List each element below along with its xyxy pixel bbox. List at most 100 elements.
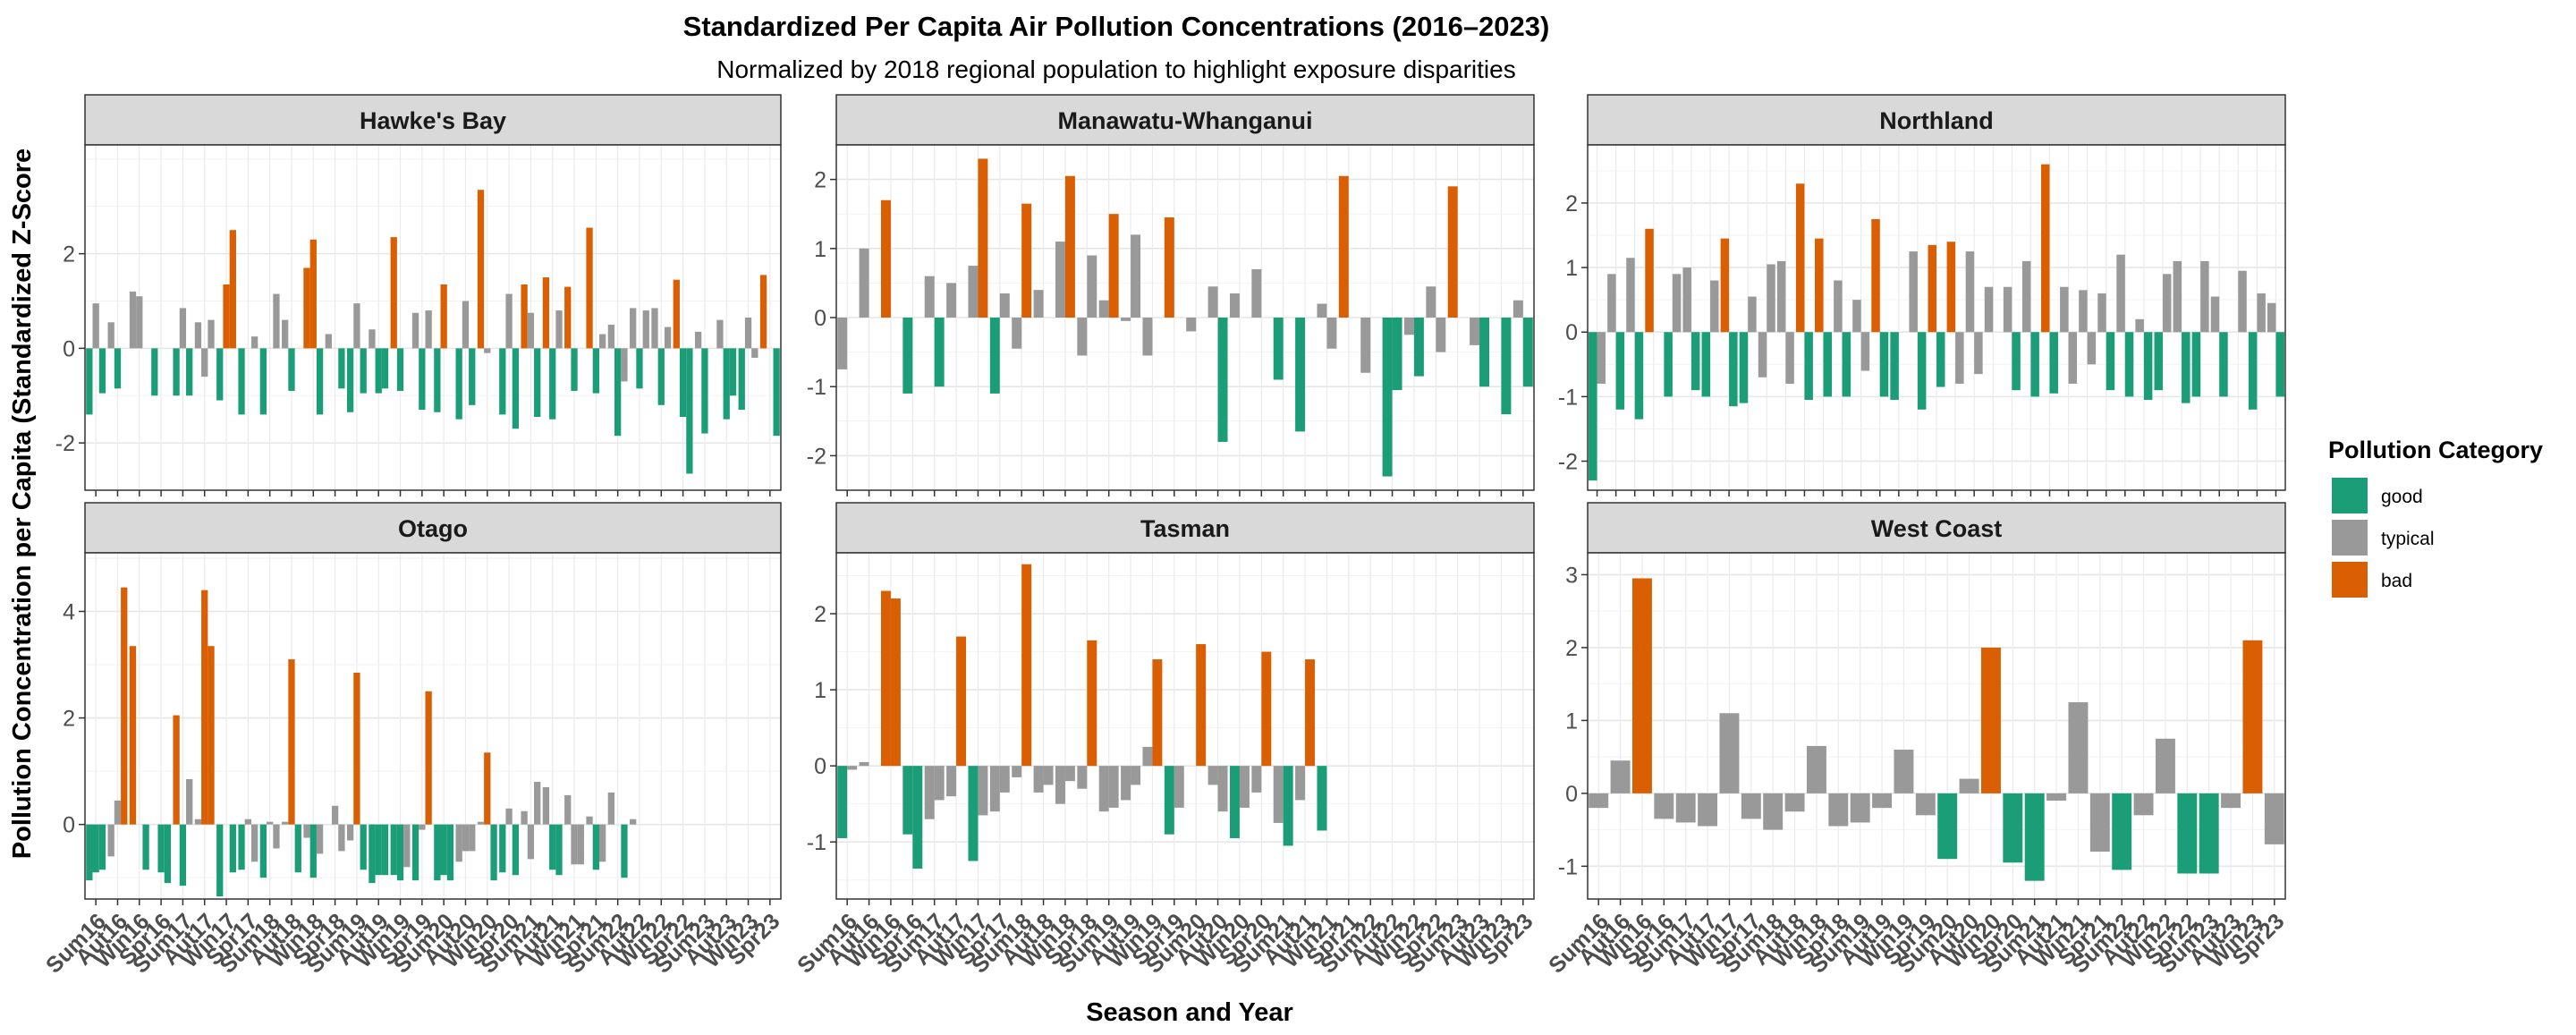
y-tick-label: 0 <box>1565 782 1578 807</box>
bar <box>1077 318 1088 356</box>
y-tick-label: 1 <box>814 237 826 262</box>
bar <box>924 276 935 318</box>
y-axis: -1 0 1 2 <box>807 602 836 855</box>
bar <box>2182 332 2190 403</box>
bar <box>614 348 622 437</box>
bar <box>1815 238 1824 333</box>
bar <box>173 715 180 825</box>
bar <box>1283 766 1293 846</box>
bar <box>2133 793 2154 816</box>
bar <box>1767 264 1775 333</box>
bar <box>121 587 128 825</box>
bar <box>440 824 447 876</box>
panel-background <box>836 553 1534 899</box>
bar <box>107 322 114 349</box>
bar <box>267 821 274 825</box>
bar <box>360 824 367 870</box>
panel-border <box>1587 552 2286 900</box>
panel-strip-label: Hawke's Bay <box>360 107 506 134</box>
bar <box>2021 260 2031 333</box>
bar <box>505 293 513 349</box>
panel-strip-label: Northland <box>1879 107 1994 134</box>
bar <box>186 348 193 396</box>
bar <box>902 766 913 835</box>
bar <box>1729 332 1738 407</box>
y-tick-label: 2 <box>814 168 826 193</box>
bar <box>1872 793 1893 809</box>
bar <box>1946 242 1956 333</box>
bar <box>1208 286 1218 318</box>
bar <box>542 277 550 349</box>
y-axis: -2 0 2 <box>55 242 85 456</box>
y-tick-label: 1 <box>1565 708 1578 734</box>
bar <box>403 824 411 868</box>
bar <box>1959 778 1979 793</box>
y-tick-label: -1 <box>1558 385 1578 410</box>
bar <box>1664 332 1673 397</box>
bar <box>157 824 165 873</box>
bar <box>1479 318 1490 387</box>
bar <box>1615 332 1625 410</box>
bar <box>2124 332 2134 397</box>
x-axis <box>1596 490 2277 496</box>
bar <box>1164 766 1174 835</box>
bar <box>179 824 187 887</box>
bar <box>542 786 550 825</box>
bar <box>621 348 628 382</box>
y-tick-label: 0 <box>63 813 75 838</box>
bar <box>2177 793 2198 874</box>
legend-key <box>2332 478 2368 513</box>
panel-west-coast: West Coast -1 0 1 2 3 Sum16Aut16Win16Spr16Sum1… <box>1544 502 2289 979</box>
bar <box>346 824 354 841</box>
legend-item-good: good <box>2332 478 2423 513</box>
bar <box>1784 793 1805 812</box>
bar <box>1682 267 1691 333</box>
bar <box>499 824 506 873</box>
bar <box>607 324 615 349</box>
y-tick-label: 0 <box>1565 320 1578 345</box>
bar <box>2248 332 2258 410</box>
bar <box>946 283 957 318</box>
bar <box>2116 254 2125 333</box>
bar <box>1021 203 1032 318</box>
bar <box>216 348 224 401</box>
bar <box>1776 260 1786 333</box>
bar <box>729 348 737 396</box>
bar <box>381 348 389 389</box>
bar <box>86 348 93 415</box>
bar <box>325 334 332 349</box>
facet-panels: Hawke's Bay -2 0 2 Manawatu-Whanganui -2 -1 0 1 2… <box>41 94 2289 979</box>
bar <box>664 327 672 349</box>
bar <box>592 348 599 394</box>
bar <box>673 279 680 349</box>
bar <box>564 286 572 349</box>
bar <box>477 821 485 825</box>
bar <box>208 319 215 349</box>
x-axis: Sum16Aut16Win16Spr16Sum17Aut17Win17Spr17… <box>792 899 1538 979</box>
bar <box>716 319 724 349</box>
panel-strip <box>1587 94 2286 146</box>
bar <box>2275 332 2284 397</box>
bar <box>425 691 432 825</box>
bar <box>419 348 426 411</box>
y-axis-label: Pollution Concentration per Capita (Stan… <box>8 148 37 859</box>
bar <box>571 348 578 391</box>
y-tick-label: -2 <box>1558 450 1578 475</box>
bar <box>273 293 280 349</box>
bar <box>303 824 310 838</box>
bar <box>1273 766 1284 823</box>
bar <box>114 800 122 825</box>
bar <box>462 301 470 349</box>
bar <box>1012 318 1022 349</box>
bar <box>114 348 122 389</box>
bar <box>1261 651 1272 767</box>
panel-border <box>835 552 1535 900</box>
bar <box>2257 293 2266 333</box>
bar <box>1055 766 1065 804</box>
bar <box>1980 647 2001 793</box>
bar <box>2049 332 2058 394</box>
bar <box>989 318 1000 394</box>
panel-bars <box>837 158 1533 477</box>
bar <box>527 824 535 860</box>
